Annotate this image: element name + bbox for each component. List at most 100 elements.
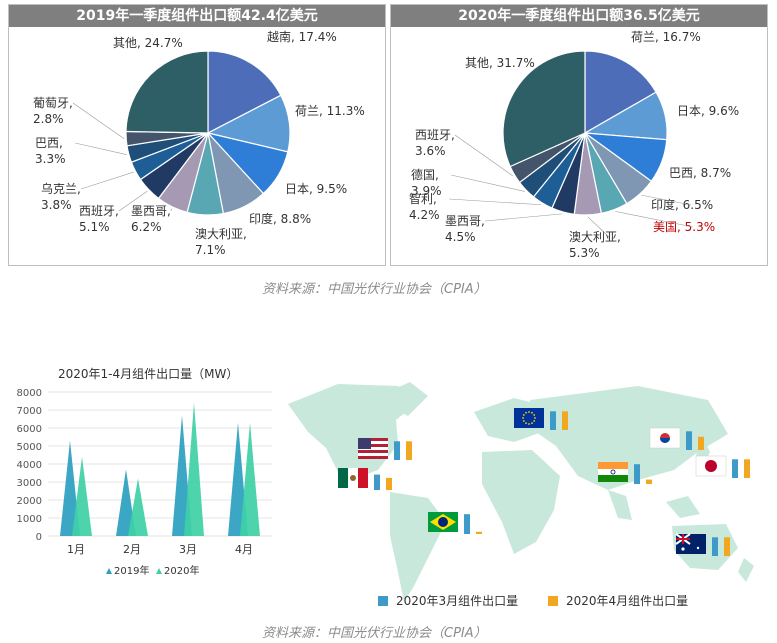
map-bar-april-4 — [646, 479, 652, 484]
landmass-5 — [530, 386, 728, 490]
pie-label-7: 乌克兰, 3.8% — [41, 181, 81, 212]
legend-label-1: 2020年 — [164, 564, 199, 577]
pie-leader-6 — [484, 213, 563, 222]
map-bar-april-3 — [562, 411, 568, 430]
pie-leader-9 — [72, 102, 125, 140]
pie-label-5: 澳大利亚, 5.3% — [569, 230, 621, 260]
pie-leader-7 — [80, 171, 134, 190]
pie-label-2: 日本, 9.5% — [285, 182, 347, 196]
pie-panel-2020: 2020年一季度组件出口额36.5亿美元 荷兰, 16.7% 日本, 9.6% 巴西… — [390, 4, 768, 266]
pie-title-2020: 2020年一季度组件出口额36.5亿美元 — [391, 5, 767, 27]
bar-peak-1-2 — [184, 402, 204, 536]
y-tick-label-8: 8000 — [17, 388, 42, 399]
y-tick-label-5: 5000 — [17, 442, 42, 453]
y-tick-label-7: 7000 — [17, 406, 42, 417]
pie-label-1: 日本, 9.6% — [677, 104, 739, 118]
y-tick-label-6: 6000 — [17, 424, 42, 435]
pie-title-2019: 2019年一季度组件出口额42.4亿美元 — [9, 5, 385, 27]
map-bar-march-7 — [712, 537, 718, 556]
pie-slice-10 — [125, 50, 209, 134]
pie-chart-2020: 荷兰, 16.7% 日本, 9.6% 巴西, 8.7% 印度, 6.5% 美国, 5.3… — [409, 30, 739, 260]
pie-leader-8 — [74, 142, 127, 155]
map-legend-swatch-0 — [378, 596, 388, 606]
bar-peak-1-3 — [240, 422, 260, 536]
pie-leader-4 — [615, 211, 694, 228]
landmass-6 — [608, 490, 632, 520]
pie-leader-3 — [641, 194, 692, 206]
map-bar-april-6 — [744, 459, 750, 478]
pie-chart-2019: 越南, 17.4% 荷兰, 11.3% 日本, 9.5% 印度, 8.8%澳大利亚, 7… — [33, 29, 365, 257]
map-bar-march-5 — [686, 431, 692, 450]
map-legend-swatch-1 — [548, 596, 558, 606]
y-tick-label-0: 0 — [36, 532, 42, 543]
landmass-4 — [482, 450, 560, 554]
x-tick-label-1: 2月 — [123, 543, 141, 556]
flag-japan-icon — [695, 455, 727, 477]
map-bar-march-2 — [464, 514, 470, 534]
map-legend-label-0: 2020年3月组件出口量 — [396, 594, 518, 608]
pie-label-3: 印度, 6.5% — [651, 197, 713, 212]
landmass-7 — [666, 496, 700, 518]
pie-leader-9 — [454, 134, 513, 177]
x-tick-label-2: 3月 — [179, 543, 197, 556]
pie-label-5: 墨西哥, 6.2% — [131, 204, 171, 234]
map-bar-april-2 — [476, 531, 482, 534]
map-bar-april-0 — [406, 441, 412, 460]
flag-australia-icon — [675, 533, 706, 554]
x-tick-label-0: 1月 — [67, 543, 85, 556]
pie-slice-0 — [584, 50, 657, 135]
world-map-export: 2020年3月组件出口量 2020年4月组件出口量 — [288, 382, 754, 608]
source-label-bottom: 资料来源：中国光伏行业协会（CPIA） — [262, 626, 487, 641]
pie-label-4: 美国, 5.3% — [653, 220, 715, 234]
bar-chart-title: 2020年1-4月组件出口量（MW） — [58, 367, 238, 381]
y-tick-label-2: 2000 — [17, 496, 42, 507]
pie-leader-6 — [118, 190, 148, 212]
map-bar-april-7 — [724, 537, 730, 556]
flag-eu-icon — [514, 408, 544, 428]
y-tick-label-4: 4000 — [17, 460, 42, 471]
pie-label-4: 澳大利亚, 7.1% — [195, 227, 247, 257]
flag-usa-icon — [358, 438, 388, 459]
pie-label-6: 墨西哥, 4.5% — [445, 214, 485, 244]
map-bar-april-1 — [386, 477, 392, 490]
pie-label-8: 德国, 3.9% — [411, 167, 442, 198]
pie-label-7: 智利, 4.2% — [409, 191, 440, 222]
flag-korea-icon — [649, 427, 681, 449]
map-bar-march-4 — [634, 464, 640, 484]
landmass-9 — [738, 558, 754, 582]
pie-label-10: 其他, 24.7% — [113, 36, 183, 50]
pie-label-9: 西班牙, 3.6% — [415, 128, 455, 158]
flag-mexico-icon — [338, 468, 368, 488]
landmass-2 — [390, 492, 446, 602]
legend-label-0: 2019年 — [114, 564, 149, 577]
pie-label-0: 越南, 17.4% — [267, 29, 337, 44]
source-label-top: 资料来源：中国光伏行业协会（CPIA） — [262, 282, 487, 297]
legend-swatch-0 — [106, 568, 112, 574]
pie-slice-10 — [502, 50, 586, 168]
pie-label-2: 巴西, 8.7% — [669, 166, 731, 180]
bar-chart-monthly: 2020年1-4月组件出口量（MW） 0 1000 2000 3000 4000 5000 6… — [17, 367, 272, 577]
pie-label-6: 西班牙, 5.1% — [79, 204, 119, 234]
bar-peak-1-0 — [72, 456, 92, 536]
flag-brazil-icon — [428, 512, 458, 532]
pie-leader-8 — [450, 174, 525, 192]
pie-label-0: 荷兰, 16.7% — [631, 30, 701, 44]
pie-panel-2019: 2019年一季度组件出口额42.4亿美元 越南, 17.4% 荷兰, 11.3% 日… — [8, 4, 386, 266]
map-bar-march-3 — [550, 411, 556, 430]
pie-label-8: 巴西, 3.3% — [35, 136, 66, 166]
pie-label-9: 葡萄牙, 2.8% — [33, 96, 73, 126]
pie-label-1: 荷兰, 11.3% — [295, 104, 365, 118]
map-bar-april-5 — [698, 436, 704, 450]
pie-slice-0 — [207, 50, 282, 134]
y-tick-label-3: 3000 — [17, 478, 42, 489]
map-bar-march-6 — [732, 459, 738, 478]
pie-leader-7 — [448, 198, 542, 206]
map-legend-label-1: 2020年4月组件出口量 — [566, 594, 688, 608]
pie-label-3: 印度, 8.8% — [249, 211, 311, 226]
bar-peak-0-0 — [60, 440, 80, 536]
flag-india-icon — [598, 462, 628, 482]
map-bar-march-1 — [374, 474, 380, 490]
map-bar-march-0 — [394, 441, 400, 460]
bar-peak-1-1 — [128, 478, 148, 536]
x-tick-label-3: 4月 — [235, 543, 253, 556]
